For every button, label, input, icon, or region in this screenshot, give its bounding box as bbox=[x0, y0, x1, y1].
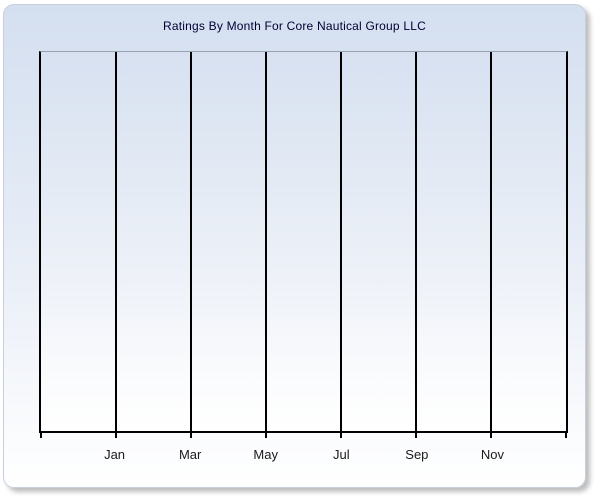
x-axis-label: Sep bbox=[405, 447, 429, 462]
x-axis-label: Jul bbox=[332, 447, 350, 462]
x-axis-tick bbox=[340, 431, 342, 438]
chart-panel: Ratings By Month For Core Nautical Group… bbox=[3, 4, 586, 488]
vertical-gridline bbox=[340, 52, 342, 431]
vertical-gridline bbox=[415, 52, 417, 431]
x-axis-tick bbox=[40, 431, 42, 438]
x-axis-tick bbox=[490, 431, 492, 438]
x-axis-label: Nov bbox=[480, 447, 504, 462]
vertical-gridline bbox=[189, 52, 192, 431]
vertical-gridline bbox=[114, 52, 117, 431]
x-axis-tick bbox=[114, 431, 117, 438]
x-axis-label: Jan bbox=[104, 447, 126, 462]
x-axis-tick bbox=[189, 431, 192, 438]
plot-area bbox=[39, 51, 568, 438]
chart-title: Ratings By Month For Core Nautical Group… bbox=[163, 19, 426, 33]
vertical-gridline bbox=[490, 52, 492, 431]
x-axis-label: Mar bbox=[178, 447, 202, 462]
x-axis-tick bbox=[415, 431, 417, 438]
x-axis-label: May bbox=[253, 447, 278, 462]
x-axis-labels: Jan Mar May Jul Sep Nov bbox=[39, 447, 568, 465]
x-axis-tick bbox=[565, 431, 567, 438]
x-axis-tick bbox=[264, 431, 267, 438]
vertical-gridline bbox=[264, 52, 267, 431]
